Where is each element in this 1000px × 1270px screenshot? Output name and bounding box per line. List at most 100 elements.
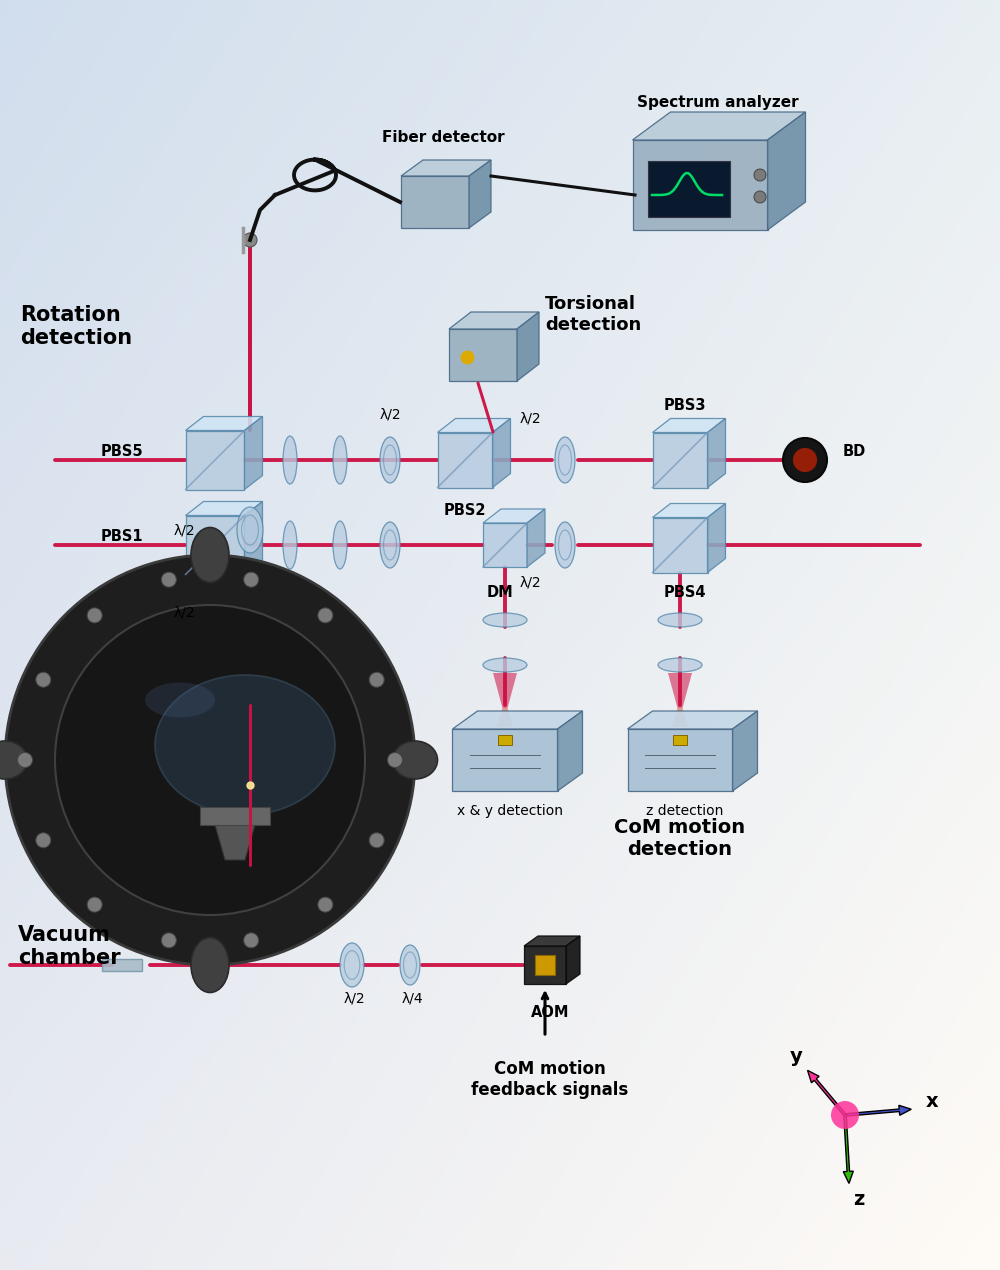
- Ellipse shape: [555, 522, 575, 568]
- Text: Fiber detector: Fiber detector: [382, 130, 504, 145]
- Bar: [200, 806, 270, 826]
- Polygon shape: [768, 112, 806, 230]
- Text: λ/2: λ/2: [519, 411, 541, 425]
- Circle shape: [318, 897, 333, 912]
- Polygon shape: [215, 826, 255, 860]
- Text: DM: DM: [487, 585, 513, 599]
- Text: x: x: [925, 1092, 938, 1111]
- Polygon shape: [558, 711, 582, 791]
- Text: λ/2: λ/2: [173, 606, 195, 620]
- Circle shape: [754, 190, 766, 203]
- Text: Torsional
detection: Torsional detection: [545, 295, 641, 334]
- Text: y: y: [790, 1048, 802, 1067]
- Ellipse shape: [237, 507, 263, 552]
- Circle shape: [831, 1101, 859, 1129]
- FancyArrow shape: [843, 1115, 853, 1184]
- Circle shape: [161, 573, 176, 587]
- Ellipse shape: [483, 613, 527, 627]
- Circle shape: [243, 232, 257, 246]
- Text: PBS5: PBS5: [100, 444, 143, 458]
- Circle shape: [161, 933, 176, 947]
- Text: PBS2: PBS2: [444, 503, 486, 518]
- Polygon shape: [708, 503, 726, 573]
- Ellipse shape: [483, 658, 527, 672]
- Polygon shape: [102, 959, 142, 972]
- Text: λ/4: λ/4: [401, 992, 423, 1006]
- Polygon shape: [652, 433, 708, 488]
- Polygon shape: [186, 502, 262, 516]
- Circle shape: [87, 608, 102, 622]
- Ellipse shape: [380, 437, 400, 483]
- Polygon shape: [628, 711, 758, 729]
- Polygon shape: [732, 711, 758, 791]
- Ellipse shape: [283, 436, 297, 484]
- Polygon shape: [517, 312, 539, 381]
- Circle shape: [55, 605, 365, 914]
- Ellipse shape: [191, 527, 229, 583]
- Text: PBS1: PBS1: [100, 530, 143, 544]
- Polygon shape: [668, 673, 692, 707]
- Polygon shape: [244, 502, 262, 574]
- Polygon shape: [483, 523, 527, 566]
- Circle shape: [318, 608, 333, 622]
- Polygon shape: [633, 140, 768, 230]
- Polygon shape: [672, 707, 688, 728]
- Bar: [535, 955, 555, 975]
- Text: BD: BD: [843, 444, 866, 458]
- Polygon shape: [493, 673, 517, 707]
- Ellipse shape: [191, 937, 229, 992]
- Circle shape: [793, 448, 817, 472]
- Polygon shape: [524, 946, 566, 984]
- Polygon shape: [524, 936, 580, 946]
- Circle shape: [87, 897, 102, 912]
- Polygon shape: [483, 509, 545, 523]
- Ellipse shape: [340, 944, 364, 987]
- Text: λ/2: λ/2: [519, 577, 541, 591]
- Circle shape: [754, 169, 766, 182]
- Polygon shape: [449, 329, 517, 381]
- Polygon shape: [628, 729, 732, 791]
- Text: λ/2: λ/2: [173, 523, 195, 537]
- Circle shape: [36, 672, 51, 687]
- Text: CoM motion
detection: CoM motion detection: [614, 818, 746, 859]
- Text: λ/2: λ/2: [343, 992, 365, 1006]
- Polygon shape: [244, 417, 262, 489]
- Bar: [648, 161, 730, 217]
- Polygon shape: [633, 112, 806, 140]
- Ellipse shape: [237, 591, 263, 636]
- Bar: [673, 735, 687, 745]
- Ellipse shape: [400, 945, 420, 986]
- Ellipse shape: [283, 521, 297, 569]
- Circle shape: [388, 753, 402, 767]
- Polygon shape: [452, 711, 582, 729]
- Polygon shape: [652, 517, 708, 573]
- Polygon shape: [438, 419, 511, 433]
- Polygon shape: [438, 433, 493, 488]
- Polygon shape: [493, 419, 511, 488]
- Ellipse shape: [333, 521, 347, 569]
- Text: x & y detection: x & y detection: [457, 804, 563, 818]
- Circle shape: [244, 573, 259, 587]
- Text: CoM motion
feedback signals: CoM motion feedback signals: [471, 1060, 629, 1099]
- Circle shape: [244, 933, 259, 947]
- Circle shape: [783, 438, 827, 483]
- Circle shape: [369, 672, 384, 687]
- Text: z detection: z detection: [646, 804, 724, 818]
- Polygon shape: [452, 729, 558, 791]
- Text: Spectrum analyzer: Spectrum analyzer: [637, 95, 799, 110]
- Text: λ/2: λ/2: [379, 406, 401, 420]
- Text: AOM: AOM: [531, 1005, 569, 1020]
- Polygon shape: [527, 509, 545, 566]
- Bar: [498, 735, 512, 745]
- Ellipse shape: [658, 613, 702, 627]
- Polygon shape: [186, 516, 244, 574]
- Circle shape: [369, 833, 384, 848]
- Ellipse shape: [380, 522, 400, 568]
- Polygon shape: [497, 707, 513, 728]
- Circle shape: [36, 833, 51, 848]
- FancyArrow shape: [845, 1105, 911, 1116]
- Ellipse shape: [0, 740, 28, 779]
- FancyArrow shape: [808, 1071, 846, 1116]
- Circle shape: [5, 555, 415, 965]
- Ellipse shape: [333, 436, 347, 484]
